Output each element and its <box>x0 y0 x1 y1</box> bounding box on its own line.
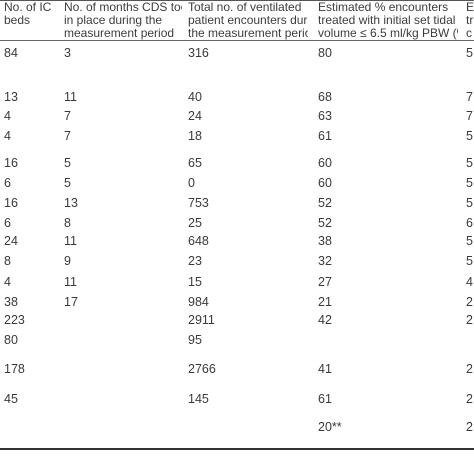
header-total-encounters-line-3: the measurement period <box>188 27 308 40</box>
cell-total-encounters: 23 <box>188 254 202 268</box>
cell-icu-beds: 16 <box>4 196 18 210</box>
cell-icu-beds: 16 <box>4 156 18 170</box>
cell-cds-months: 7 <box>64 109 71 123</box>
cell-total-encounters: 0 <box>188 176 195 190</box>
header-est-pct-low-tv-line-1: Estimated % encounters <box>318 1 449 14</box>
header-rule <box>0 40 474 41</box>
table-top-rule <box>0 0 474 1</box>
cell-cds-months: 5 <box>64 176 71 190</box>
cell-col-5: 5 <box>466 176 473 190</box>
cell-col-5: 5 <box>466 254 473 268</box>
cell-icu-beds: 38 <box>4 295 18 309</box>
cell-icu-beds: 6 <box>4 176 11 190</box>
cell-est-pct-low-tv: 61 <box>318 129 332 143</box>
cell-icu-beds: 4 <box>4 109 11 123</box>
cell-est-pct-low-tv: 52 <box>318 196 332 210</box>
cell-col-5: 4 <box>466 275 473 289</box>
header-total-encounters-line-1: Total no. of ventilated <box>188 1 302 14</box>
cell-icu-beds: 45 <box>4 392 18 406</box>
cell-cds-months: 9 <box>64 254 71 268</box>
cell-total-encounters: 145 <box>188 392 209 406</box>
cell-est-pct-low-tv: 52 <box>318 216 332 230</box>
cell-col-5: 5 <box>466 46 473 60</box>
header-icu-beds-line-1: No. of ICU <box>4 1 52 14</box>
cell-icu-beds: 4 <box>4 275 11 289</box>
cell-col-5: 2 <box>466 392 473 406</box>
cell-cds-months: 11 <box>64 275 77 289</box>
cell-col-5: 2 <box>466 420 473 434</box>
cell-icu-beds: 6 <box>4 216 11 230</box>
cell-total-encounters: 753 <box>188 196 209 210</box>
cell-est-pct-low-tv: 60 <box>318 176 332 190</box>
cell-col-5: 5 <box>466 234 473 248</box>
cell-col-5: 2 <box>466 313 473 327</box>
cell-icu-beds: 8 <box>4 254 11 268</box>
header-col-5-line-3: c <box>466 27 472 40</box>
cell-total-encounters: 984 <box>188 295 209 309</box>
cell-est-pct-low-tv: 63 <box>318 109 332 123</box>
cell-cds-months: 3 <box>64 46 71 60</box>
cell-icu-beds: 24 <box>4 234 18 248</box>
cell-icu-beds: 178 <box>4 362 25 376</box>
cell-est-pct-low-tv: 21 <box>318 295 332 309</box>
cell-total-encounters: 15 <box>188 275 202 289</box>
cell-est-pct-low-tv: 27 <box>318 275 332 289</box>
cell-total-encounters: 24 <box>188 109 202 123</box>
table-bottom-rule <box>0 448 474 450</box>
header-icu-beds-line-2: beds <box>4 14 31 27</box>
cell-total-encounters: 65 <box>188 156 202 170</box>
cell-col-5: 5 <box>466 156 473 170</box>
header-cds-months-line-2: in place during the <box>64 14 163 27</box>
header-cds-months-line-3: measurement period <box>64 27 175 40</box>
cell-cds-months: 7 <box>64 129 71 143</box>
header-cds-months-line-1: No. of months CDS tool <box>64 1 182 14</box>
cell-icu-beds: 223 <box>4 313 25 327</box>
cell-col-5: 5 <box>466 129 473 143</box>
cell-cds-months: 8 <box>64 216 71 230</box>
cell-col-5: 5 <box>466 196 473 210</box>
cell-est-pct-low-tv: 68 <box>318 90 332 104</box>
cell-est-pct-low-tv: 38 <box>318 234 332 248</box>
cell-col-5: 7 <box>466 109 473 123</box>
cell-cds-months: 13 <box>64 196 78 210</box>
cell-total-encounters: 95 <box>188 333 202 347</box>
header-est-pct-low-tv-line-3: volume ≤ 6.5 ml/kg PBW (%) <box>318 27 458 40</box>
cell-total-encounters: 2766 <box>188 362 216 376</box>
cell-col-5: 2 <box>466 295 473 309</box>
cell-icu-beds: 84 <box>4 46 18 60</box>
cell-total-encounters: 648 <box>188 234 209 248</box>
header-total-encounters-line-2: patient encounters during <box>188 14 308 27</box>
header-col-5-line-2: tr <box>466 14 474 27</box>
cell-cds-months: 11 <box>64 90 77 104</box>
cell-cds-months: 11 <box>64 234 77 248</box>
cell-est-pct-low-tv: 41 <box>318 362 332 376</box>
cell-est-pct-low-tv: 42 <box>318 313 332 327</box>
cell-cds-months: 5 <box>64 156 71 170</box>
header-est-pct-low-tv-line-2: treated with initial set tidal <box>318 14 456 27</box>
cell-est-pct-low-tv: 20** <box>318 420 342 434</box>
cell-total-encounters: 316 <box>188 46 209 60</box>
header-col-5-line-1: E <box>466 1 474 14</box>
cell-est-pct-low-tv: 32 <box>318 254 332 268</box>
cell-col-5: 2 <box>466 362 473 376</box>
cell-total-encounters: 18 <box>188 129 202 143</box>
cell-icu-beds: 80 <box>4 333 18 347</box>
cell-icu-beds: 4 <box>4 129 11 143</box>
cell-icu-beds: 13 <box>4 90 18 104</box>
cell-total-encounters: 40 <box>188 90 202 104</box>
cell-est-pct-low-tv: 61 <box>318 392 332 406</box>
cell-cds-months: 17 <box>64 295 78 309</box>
cell-est-pct-low-tv: 60 <box>318 156 332 170</box>
cell-est-pct-low-tv: 80 <box>318 46 332 60</box>
cell-total-encounters: 2911 <box>188 313 215 327</box>
cell-col-5: 7 <box>466 90 473 104</box>
cell-total-encounters: 25 <box>188 216 202 230</box>
cell-col-5: 6 <box>466 216 473 230</box>
